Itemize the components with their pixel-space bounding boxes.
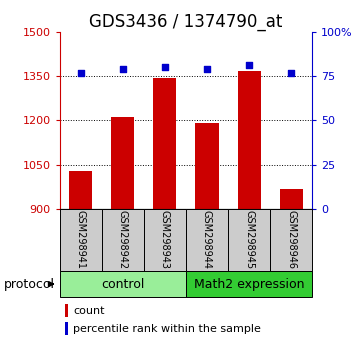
Text: GSM298942: GSM298942 [118,210,128,269]
Bar [102,209,144,271]
Bar [280,189,303,209]
Text: GSM298941: GSM298941 [75,210,86,269]
Bar [153,78,177,209]
Text: percentile rank within the sample: percentile rank within the sample [74,324,261,333]
Bar [65,304,68,317]
Point [246,63,252,68]
Bar [65,322,68,335]
Text: Math2 expression: Math2 expression [194,278,304,291]
Text: control: control [101,278,144,291]
Bar [186,209,228,271]
Bar [195,123,218,209]
Bar [186,271,312,297]
Text: GSM298943: GSM298943 [160,210,170,269]
Bar [238,71,261,209]
Bar [270,209,312,271]
Point [78,70,83,75]
Point [120,66,126,72]
Text: GSM298945: GSM298945 [244,210,254,269]
Text: GSM298944: GSM298944 [202,210,212,269]
Text: protocol: protocol [4,278,55,291]
Point [204,66,210,72]
Point [288,70,294,75]
Text: GSM298946: GSM298946 [286,210,296,269]
Bar [228,209,270,271]
Bar [60,271,186,297]
Bar [69,171,92,209]
Title: GDS3436 / 1374790_at: GDS3436 / 1374790_at [89,13,283,30]
Bar [144,209,186,271]
Point [162,64,168,70]
Bar [60,209,102,271]
Text: count: count [74,306,105,316]
Bar [111,117,134,209]
